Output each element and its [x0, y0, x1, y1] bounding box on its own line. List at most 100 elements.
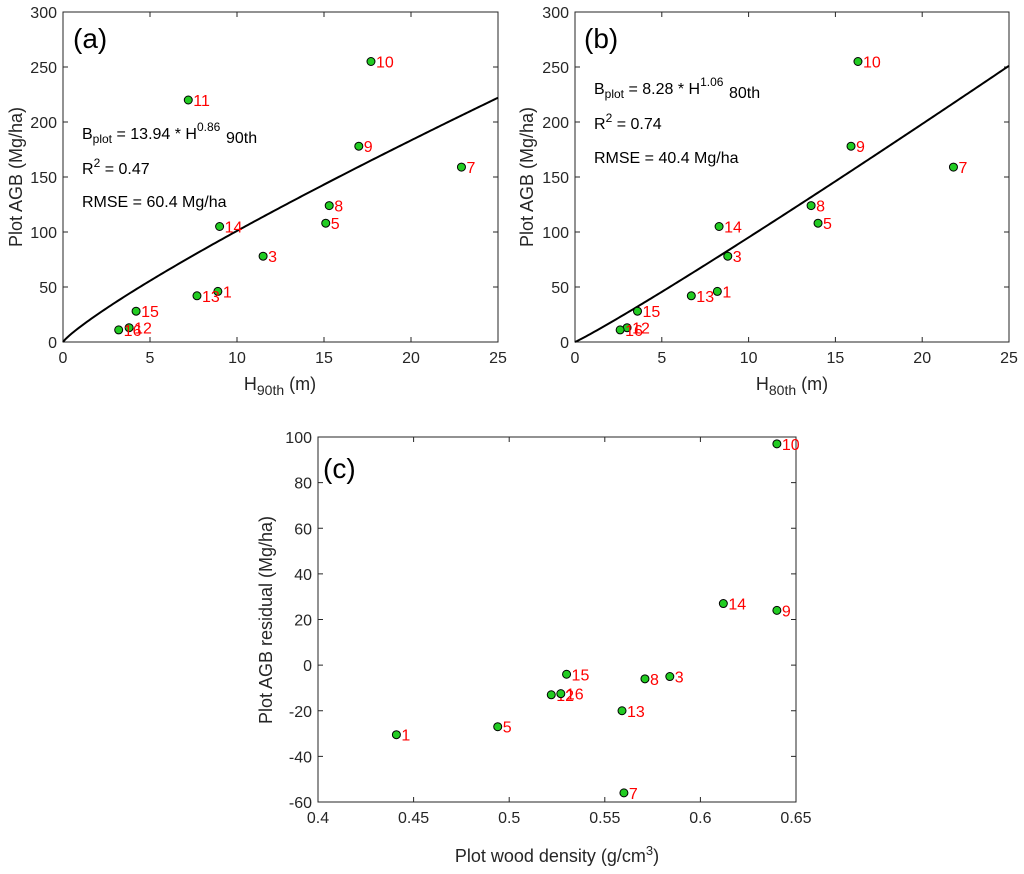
- data-point: [615, 325, 625, 335]
- panel-a-equation-sub: 90th: [226, 130, 257, 147]
- point-label: 7: [629, 786, 638, 803]
- panel-c-x-ticks: 0.4 0.45 0.5 0.55 0.6 0.65: [307, 437, 812, 827]
- x-tick-label: 0.6: [689, 810, 711, 827]
- data-point: [546, 690, 556, 700]
- point-label: 13: [696, 289, 714, 306]
- data-point: [183, 95, 193, 105]
- point-label: 5: [331, 216, 340, 233]
- panel-a-equation: Bplot = 13.94 * H0.86: [82, 120, 221, 146]
- x-tick-label: 0: [571, 350, 580, 367]
- x-tick-label: 0.5: [498, 810, 520, 827]
- y-tick-label: 150: [30, 170, 57, 187]
- x-tick-label: 20: [402, 350, 420, 367]
- point-label: 1: [223, 284, 232, 301]
- panel-a-y-axis-label: Plot AGB (Mg/ha): [6, 107, 26, 247]
- data-point: [131, 306, 141, 316]
- x-tick-label: 15: [827, 350, 845, 367]
- point-label: 9: [856, 139, 865, 156]
- data-point: [718, 599, 728, 609]
- y-tick-label: 60: [294, 521, 312, 538]
- data-point: [493, 722, 503, 732]
- panel-a-fit-curve: [62, 96, 499, 343]
- point-label: 5: [823, 216, 832, 233]
- y-tick-label: 250: [542, 60, 569, 77]
- x-tick-label: 0.55: [589, 810, 620, 827]
- panel-b-y-ticks: 0 50 100 150 200 250 300: [542, 5, 1009, 352]
- data-point: [632, 306, 642, 316]
- point-label: 16: [124, 323, 142, 340]
- x-tick-label: 0: [59, 350, 68, 367]
- point-label: 13: [202, 289, 220, 306]
- y-tick-label: 0: [303, 658, 312, 675]
- panel-b-y-axis-label: Plot AGB (Mg/ha): [517, 107, 537, 247]
- y-tick-label: 250: [30, 60, 57, 77]
- x-tick-label: 5: [146, 350, 155, 367]
- point-label: 10: [782, 437, 800, 454]
- y-tick-label: 300: [542, 5, 569, 22]
- x-tick-label: 5: [657, 350, 666, 367]
- y-tick-label: -40: [289, 749, 312, 766]
- panel-a-rmse: RMSE = 60.4 Mg/ha: [82, 194, 227, 211]
- point-label: 3: [268, 249, 277, 266]
- data-point: [215, 222, 225, 231]
- data-point: [948, 162, 958, 172]
- panel-b-fit-curve: [574, 64, 1010, 343]
- data-point: [640, 674, 650, 684]
- data-point: [366, 57, 376, 66]
- point-label: 12: [632, 321, 650, 338]
- point-label: 8: [650, 672, 659, 689]
- point-label: 9: [782, 603, 791, 620]
- y-tick-label: 300: [30, 5, 57, 22]
- point-label: 13: [627, 704, 645, 721]
- data-point: [813, 218, 823, 228]
- y-tick-label: 200: [542, 115, 569, 132]
- data-point: [714, 222, 724, 231]
- data-point: [853, 57, 863, 66]
- y-tick-label: 20: [294, 613, 312, 630]
- data-point: [192, 291, 202, 301]
- point-label: 15: [642, 304, 660, 321]
- data-point: [354, 141, 364, 151]
- x-tick-label: 0.4: [307, 810, 329, 827]
- x-tick-label: 20: [913, 350, 931, 367]
- data-point: [213, 286, 223, 296]
- panel-c-label: (c): [323, 453, 356, 484]
- panel-b-r2: R2 = 0.74: [594, 111, 662, 133]
- data-point: [772, 439, 782, 449]
- data-point: [556, 689, 566, 699]
- y-tick-label: 150: [542, 170, 569, 187]
- y-tick-label: 100: [30, 225, 57, 242]
- x-tick-label: 0.65: [780, 810, 811, 827]
- y-tick-label: 80: [294, 476, 312, 493]
- point-label: 11: [193, 93, 210, 110]
- point-label: 7: [958, 160, 967, 177]
- point-label: 8: [816, 199, 825, 216]
- point-label: 9: [364, 139, 373, 156]
- point-label: 7: [466, 160, 475, 177]
- point-label: 16: [625, 323, 643, 340]
- x-tick-label: 15: [315, 350, 333, 367]
- y-tick-label: 100: [542, 225, 569, 242]
- point-label: 15: [572, 667, 590, 684]
- y-tick-label: 40: [294, 567, 312, 584]
- point-label: 15: [141, 304, 159, 321]
- x-tick-label: 0.45: [398, 810, 429, 827]
- panel-c-x-axis-label: Plot wood density (g/cm3): [455, 843, 659, 866]
- point-label: 12: [134, 321, 152, 338]
- y-tick-label: 50: [39, 280, 57, 297]
- panel-c-y-axis-label: Plot AGB residual (Mg/ha): [256, 516, 276, 724]
- point-label: 14: [724, 220, 742, 237]
- data-point: [562, 669, 572, 679]
- point-label: 14: [728, 597, 746, 614]
- point-label: 10: [376, 55, 394, 72]
- data-point: [617, 706, 627, 716]
- panel-a-r2: R2 = 0.47: [82, 156, 150, 178]
- panel-b-frame: [574, 11, 1010, 343]
- panel-b-rmse: RMSE = 40.4 Mg/ha: [594, 150, 739, 167]
- data-point: [324, 201, 334, 211]
- data-point: [321, 218, 331, 228]
